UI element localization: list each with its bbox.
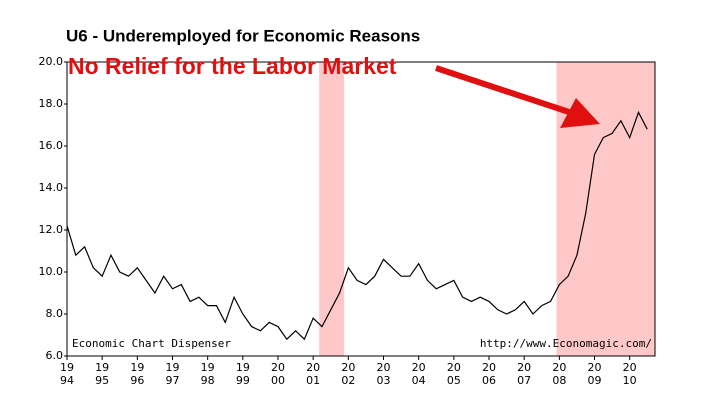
x-tick-label: 08: [552, 374, 566, 387]
x-tick-label: 98: [201, 374, 215, 387]
x-tick-label: 20: [341, 361, 355, 374]
x-tick-label: 10: [623, 374, 637, 387]
x-tick-label: 20: [447, 361, 461, 374]
x-tick-label: 09: [588, 374, 602, 387]
y-tick-label: 14.0: [39, 181, 64, 194]
footer-right: http://www.Economagic.com/: [480, 337, 652, 350]
arrow: [435, 65, 600, 128]
y-tick-label: 18.0: [39, 97, 64, 110]
x-tick-label: 20: [588, 361, 602, 374]
x-tick-label: 20: [517, 361, 531, 374]
x-tick-label: 04: [412, 374, 426, 387]
x-tick-label: 99: [236, 374, 250, 387]
x-tick-label: 01: [306, 374, 320, 387]
x-tick-label: 20: [552, 361, 566, 374]
annotation: No Relief for the Labor Market: [68, 53, 397, 79]
y-tick-label: 6.0: [46, 349, 64, 362]
x-tick-label: 06: [482, 374, 496, 387]
x-tick-label: 07: [517, 374, 531, 387]
series-line: [66, 110, 648, 341]
y-tick-label: 10.0: [39, 265, 64, 278]
x-tick-label: 20: [377, 361, 391, 374]
x-tick-label: 20: [482, 361, 496, 374]
x-tick-label: 19: [95, 361, 109, 374]
x-tick-label: 94: [60, 374, 74, 387]
x-tick-label: 00: [271, 374, 285, 387]
x-tick-label: 97: [166, 374, 180, 387]
x-tick-label: 20: [412, 361, 426, 374]
x-tick-label: 03: [377, 374, 391, 387]
shades: [319, 62, 655, 356]
x-tick-label: 20: [623, 361, 637, 374]
x-tick-label: 19: [130, 361, 144, 374]
chart-title: U6 - Underemployed for Economic Reasons: [66, 26, 420, 45]
y-tick-label: 16.0: [39, 139, 64, 152]
footer-left: Economic Chart Dispenser: [72, 337, 231, 350]
y-tick-label: 8.0: [46, 307, 64, 320]
x-tick-label: 96: [130, 374, 144, 387]
x-tick-label: 20: [271, 361, 285, 374]
x-tick-label: 05: [447, 374, 461, 387]
x-tick-label: 20: [306, 361, 320, 374]
plot: [66, 110, 648, 341]
x-tick-label: 02: [341, 374, 355, 387]
y-tick-label: 12.0: [39, 223, 64, 236]
x-tick-label: 95: [95, 374, 109, 387]
x-tick-label: 19: [166, 361, 180, 374]
x-tick-label: 19: [201, 361, 215, 374]
x-tick-label: 19: [60, 361, 74, 374]
x-tick-label: 19: [236, 361, 250, 374]
y-tick-label: 20.0: [39, 55, 64, 68]
recession-shade: [556, 62, 655, 356]
recession-shade: [319, 62, 345, 356]
plot-frame: [66, 61, 656, 357]
